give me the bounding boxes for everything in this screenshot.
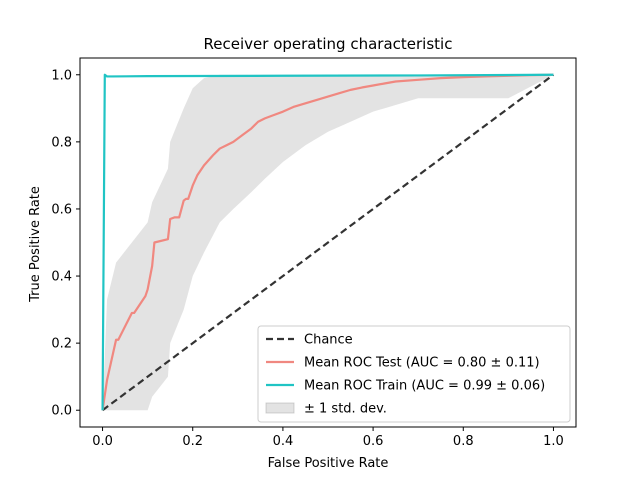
y-tick-label: 0.6 [51,202,72,217]
y-axis-label: True Positive Rate [28,186,43,303]
std-dev-band [102,74,554,411]
legend-box [257,325,571,423]
x-tick-label: 1.0 [543,434,564,449]
y-tick-label: 0.4 [51,270,72,285]
legend-swatch-std [265,402,295,414]
mean-roc-train-line [101,73,554,411]
mean-roc-test-line [101,73,554,411]
x-axis-label: False Positive Rate [268,456,389,471]
legend-entry-label: ± 1 std. dev. [304,402,387,417]
legend-entry-label: Mean ROC Test (AUC = 0.80 ± 0.11) [304,356,540,371]
axes: 0.0 0.2 0.4 0.6 0.8 1.0 0.0 0.2 0.4 0.6 0.8 1.0 [51,57,577,449]
legend-entry-label: Mean ROC Train (AUC = 0.99 ± 0.06) [304,379,545,394]
legend-entry-label: Chance [304,333,353,348]
legend: Chance Mean ROC Test (AUC = 0.80 ± 0.11) M… [257,325,571,423]
x-tick-label: 0.4 [273,434,294,449]
x-tick-label: 0.2 [182,434,203,449]
x-tick-label: 0.0 [92,434,113,449]
x-tick-label: 0.6 [363,434,384,449]
y-tick-label: 0.2 [51,337,72,352]
y-tick-label: 0.8 [51,135,72,150]
plot-area [101,73,555,412]
y-tick-label: 1.0 [51,68,72,83]
y-tick-label: 0.0 [51,404,72,419]
chart-title: Receiver operating characteristic [204,35,453,53]
axes-frame [79,57,577,428]
x-tick-label: 0.8 [453,434,474,449]
chance-line [101,73,555,412]
